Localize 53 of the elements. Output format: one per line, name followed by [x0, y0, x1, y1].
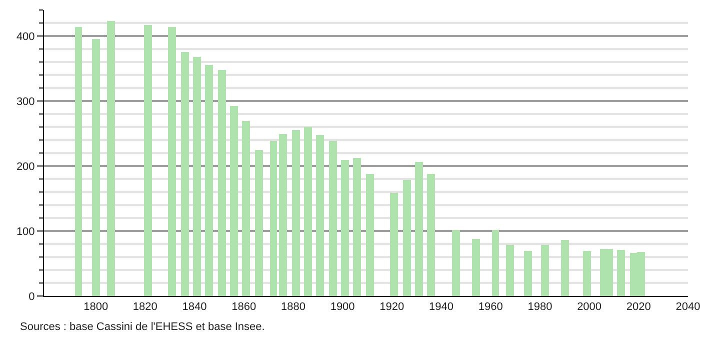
bar — [92, 39, 100, 296]
y-tick-label: 300 — [16, 96, 35, 108]
x-tick-label: 2020 — [626, 301, 651, 314]
x-tick-label: 1980 — [528, 301, 552, 314]
bar — [415, 162, 423, 296]
bar — [329, 141, 337, 296]
x-tick-label: 1860 — [232, 301, 256, 314]
x-tick-label: 1920 — [380, 301, 404, 314]
bar — [205, 65, 213, 296]
y-tick-label: 100 — [16, 226, 35, 238]
bar — [316, 135, 324, 296]
bar — [472, 239, 480, 296]
bar — [617, 250, 625, 296]
bar — [561, 240, 569, 296]
bar — [75, 27, 82, 296]
y-tick-label: 400 — [16, 30, 35, 43]
bar — [492, 230, 499, 296]
bar — [107, 21, 115, 296]
x-tick-label: 1960 — [478, 301, 503, 314]
bar — [506, 245, 514, 296]
bar — [353, 158, 361, 296]
bar — [242, 121, 250, 296]
bar — [541, 245, 549, 296]
bar — [304, 127, 312, 296]
x-tick-label: 2040 — [676, 301, 700, 314]
x-tick-label: 1900 — [330, 301, 355, 314]
bar — [255, 150, 263, 296]
x-tick-label: 1820 — [132, 301, 158, 314]
bar — [168, 27, 176, 296]
bar — [270, 141, 277, 296]
x-tick-label: 1840 — [182, 301, 207, 314]
bar — [292, 130, 300, 296]
bar — [366, 174, 374, 296]
bar — [279, 134, 287, 296]
bar — [524, 251, 532, 296]
bar — [427, 174, 435, 296]
x-tick-label: 1940 — [429, 301, 454, 314]
bar — [452, 230, 460, 296]
bar — [341, 160, 349, 296]
source-note: Sources : base Cassini de l'EHESS et base Insee. — [20, 321, 265, 333]
bar — [218, 70, 226, 296]
bar — [583, 251, 591, 296]
bar — [390, 193, 398, 296]
x-tick-label: 1880 — [280, 301, 306, 314]
x-tick-label: 2000 — [577, 301, 602, 314]
bar — [403, 180, 411, 296]
y-tick-label: 0 — [28, 290, 35, 303]
x-tick-label: 1800 — [84, 301, 108, 314]
bar — [193, 57, 201, 296]
bar — [181, 52, 189, 296]
bar — [230, 106, 238, 296]
y-tick-label: 200 — [16, 160, 35, 173]
bar — [144, 25, 152, 296]
